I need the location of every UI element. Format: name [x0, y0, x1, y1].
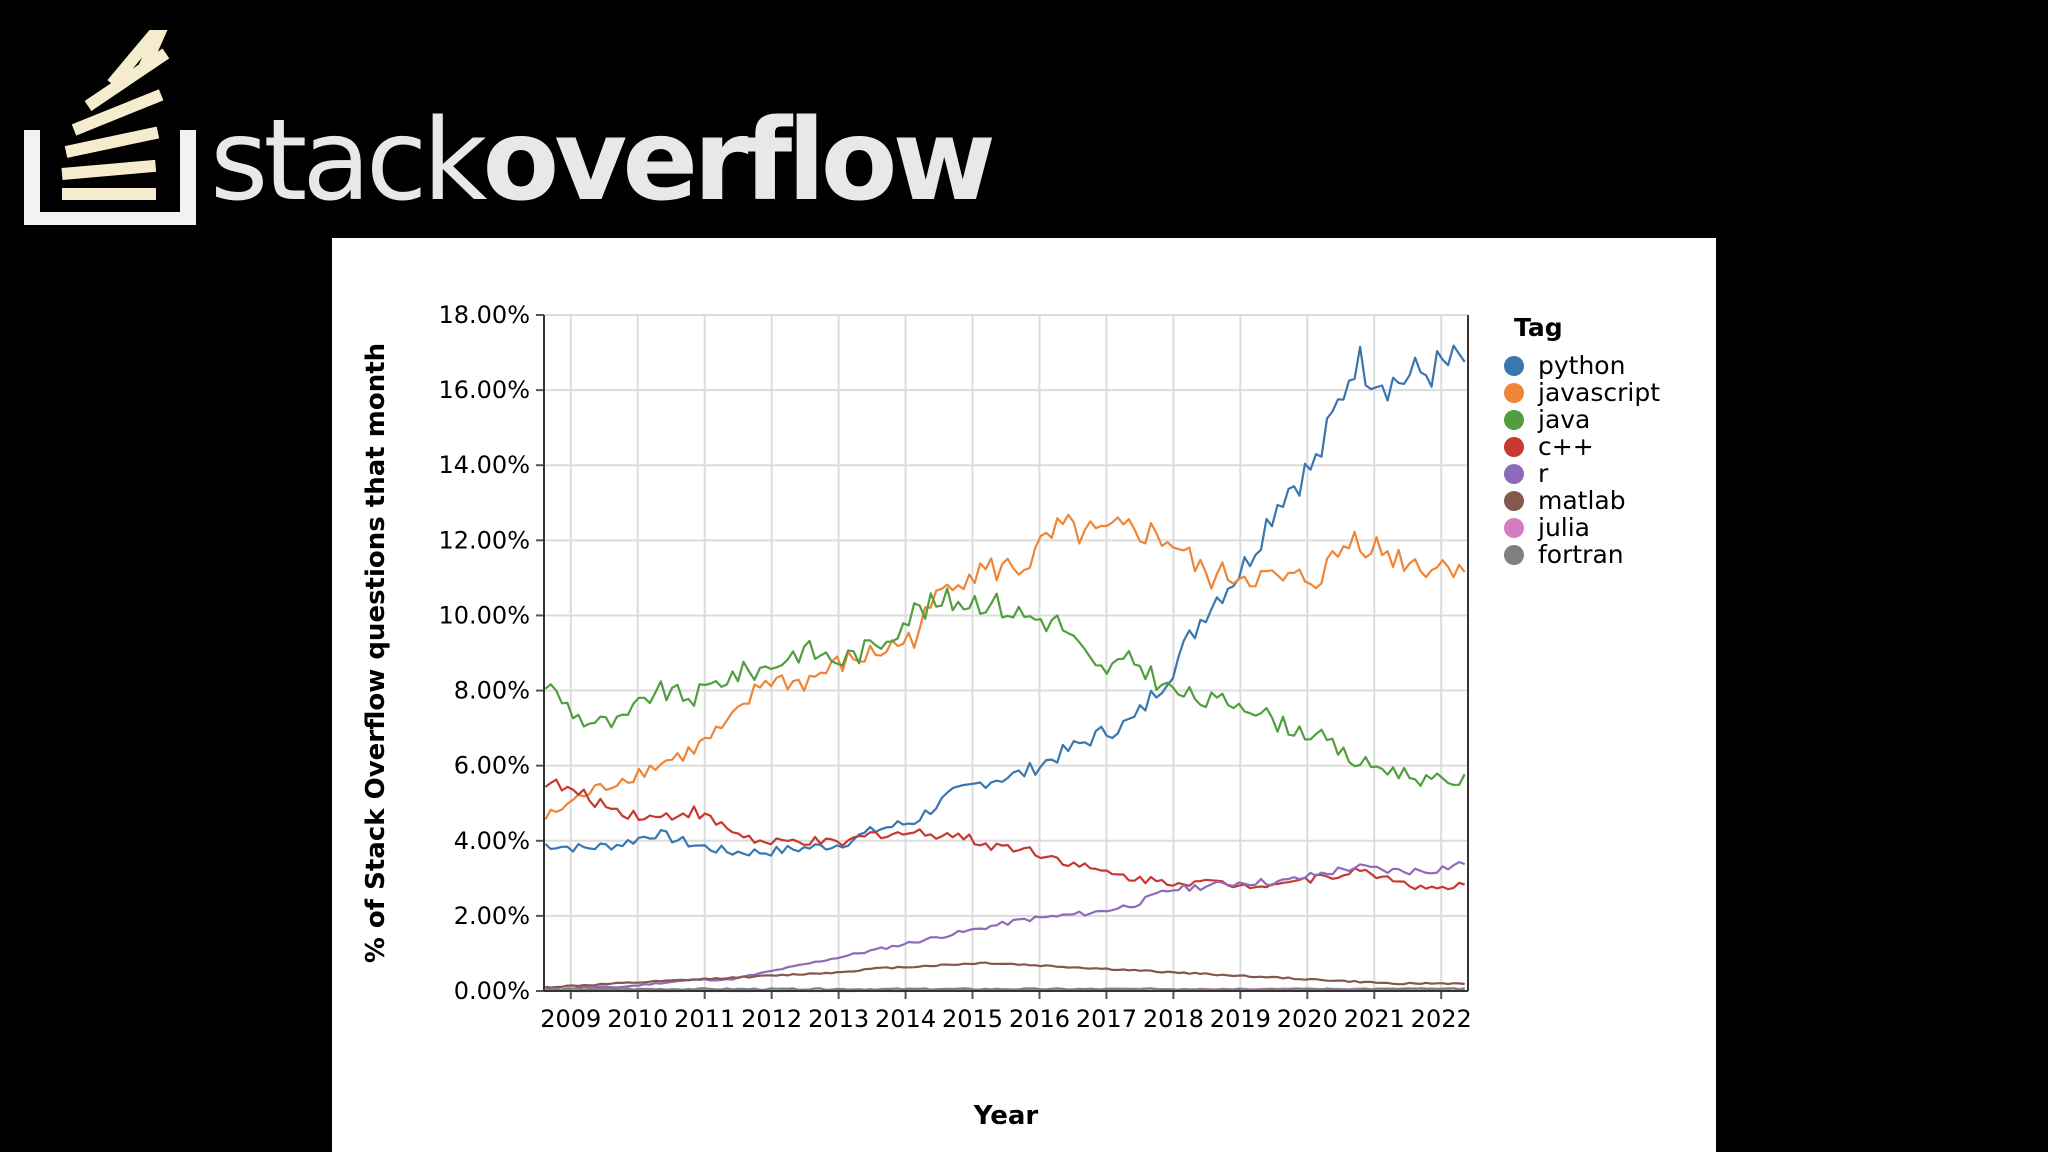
legend-swatch [1504, 437, 1524, 457]
x-tick-label: 2015 [942, 1005, 1003, 1033]
legend-swatch [1504, 410, 1524, 430]
legend-label: julia [1537, 513, 1590, 542]
series-line-fortran [545, 987, 1465, 992]
series-line-r [545, 860, 1466, 992]
x-tick-label: 2022 [1411, 1005, 1472, 1033]
y-tick-label: 18.00% [438, 301, 530, 329]
x-tick-label: 2012 [741, 1005, 802, 1033]
x-tick-label: 2011 [674, 1005, 735, 1033]
legend-swatch [1504, 518, 1524, 538]
legend-label: python [1538, 351, 1625, 380]
logo-tray [24, 130, 196, 225]
line-chart: 0.00% 2.00% 4.00% 6.00% 8.00% 10.00% 12.00% 14.… [361, 301, 1660, 1131]
series-line-java [544, 587, 1466, 787]
logo-bar [61, 159, 157, 180]
x-tick-label: 2020 [1277, 1005, 1338, 1033]
x-tick-label: 2017 [1076, 1005, 1137, 1033]
y-tick-label: 8.00% [454, 677, 530, 705]
legend-title: Tag [1514, 313, 1563, 342]
series-line-cplusplus [544, 778, 1466, 891]
y-tick-label: 6.00% [454, 752, 530, 780]
logo-bar [138, 30, 188, 71]
series-lines [544, 344, 1466, 993]
legend-label: fortran [1538, 540, 1624, 569]
y-tick-label: 2.00% [454, 902, 530, 930]
y-tick-label: 14.00% [438, 451, 530, 479]
legend-label: java [1537, 405, 1590, 434]
series-line-javascript [544, 513, 1466, 821]
x-tick-label: 2016 [1009, 1005, 1070, 1033]
legend-swatch [1504, 356, 1524, 376]
x-tick-label: 2021 [1344, 1005, 1405, 1033]
legend-swatch [1504, 545, 1524, 565]
logo-bar [62, 188, 156, 200]
y-tick-label: 10.00% [438, 601, 530, 629]
stack-logo-icon [24, 30, 196, 225]
y-tick-label: 16.00% [438, 376, 530, 404]
stackoverflow-logo: stackoverflow [24, 30, 996, 225]
x-tick-label: 2019 [1210, 1005, 1271, 1033]
x-axis-title: Year [973, 1101, 1039, 1131]
brand-name-light: stack [210, 96, 487, 226]
legend: Tag pythonjavascriptjavac++rmatlabjuliaf… [1504, 313, 1660, 569]
x-tick-label: 2014 [875, 1005, 936, 1033]
x-tick-label: 2010 [607, 1005, 668, 1033]
y-tick-label: 12.00% [438, 526, 530, 554]
y-axis-title: % of Stack Overflow questions that month [361, 343, 391, 963]
y-tick-label: 0.00% [454, 977, 530, 1005]
axes [536, 314, 1469, 999]
chart-card: 0.00% 2.00% 4.00% 6.00% 8.00% 10.00% 12.00% 14.… [332, 238, 1716, 1152]
logo-bar [64, 126, 160, 158]
brand-name-bold: overflow [482, 96, 996, 226]
logo-bar [71, 89, 164, 136]
x-tick-label: 2009 [540, 1005, 601, 1033]
x-tick-label: 2018 [1143, 1005, 1204, 1033]
brand-name: stackoverflow [210, 105, 996, 217]
legend-label: c++ [1538, 432, 1594, 461]
logo-bar [107, 30, 178, 88]
legend-label: matlab [1538, 486, 1626, 515]
tick-labels: 0.00% 2.00% 4.00% 6.00% 8.00% 10.00% 12.00% 14.… [438, 301, 1471, 1033]
x-tick-label: 2013 [808, 1005, 869, 1033]
series-line-python [544, 344, 1466, 857]
legend-swatch [1504, 464, 1524, 484]
legend-swatch [1504, 383, 1524, 403]
legend-label: r [1538, 459, 1549, 488]
y-tick-label: 4.00% [454, 827, 530, 855]
series-line-matlab [545, 961, 1465, 989]
legend-swatch [1504, 491, 1524, 511]
legend-label: javascript [1537, 378, 1660, 407]
